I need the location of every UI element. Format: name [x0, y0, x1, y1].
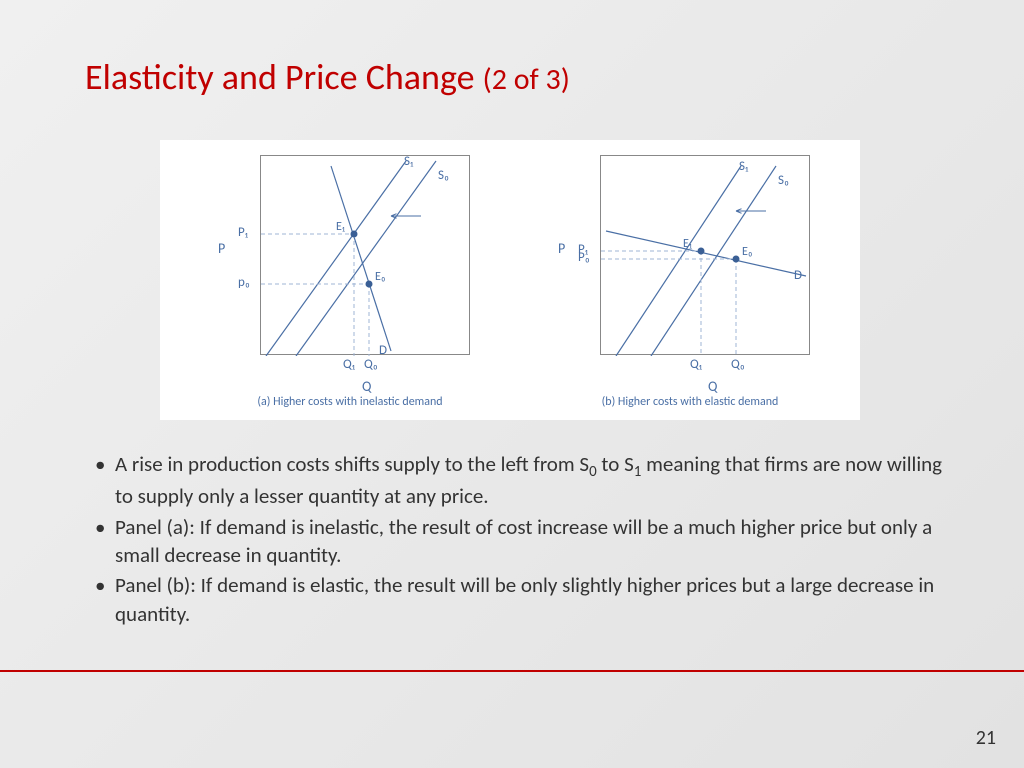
- q1-label: Q₁: [343, 357, 355, 372]
- p0-label: P₀: [578, 250, 590, 265]
- bullet-list: A rise in production costs shifts supply…: [85, 450, 945, 630]
- bullet-1: Panel (a): If demand is inelastic, the r…: [85, 513, 945, 570]
- svg-text:E₁: E₁: [683, 237, 692, 251]
- svg-text:D: D: [379, 343, 387, 356]
- bullet-0: A rise in production costs shifts supply…: [85, 450, 945, 511]
- q1-label: Q₁: [690, 357, 702, 372]
- svg-text:E₀: E₀: [742, 245, 753, 259]
- panel-a-svg: S₁ S₀ D E₁ E₀: [261, 156, 471, 356]
- svg-text:S₀: S₀: [778, 173, 789, 188]
- bullet-2: Panel (b): If demand is elastic, the res…: [85, 571, 945, 628]
- title-main: Elasticity and Price Change: [85, 55, 483, 99]
- panel-b-chart-box: S₁ S₀ D E₁ E₀: [600, 155, 810, 355]
- panel-a-q-axis: Q: [362, 378, 371, 395]
- p0-label: p₀: [238, 275, 250, 290]
- panel-a-chart-box: S₁ S₀ D E₁ E₀: [260, 155, 470, 355]
- svg-text:D: D: [794, 268, 802, 283]
- svg-text:S₁: S₁: [404, 156, 414, 169]
- svg-text:S₀: S₀: [438, 168, 449, 183]
- panel-a-caption: (a) Higher costs with inelastic demand: [200, 395, 500, 409]
- p1-label: P₁: [238, 225, 248, 240]
- panel-a-p-axis: P: [218, 240, 225, 257]
- panel-b-p-axis: P: [558, 240, 565, 257]
- bottom-rule: [0, 670, 1024, 672]
- q0-label: Q₀: [731, 357, 745, 372]
- page-number: 21: [976, 726, 996, 750]
- panel-b-svg: S₁ S₀ D E₁ E₀: [601, 156, 811, 356]
- figure-area: S₁ S₀ D E₁ E₀ P Q (a) Higher costs with inel…: [160, 140, 860, 420]
- svg-text:E₁: E₁: [336, 220, 345, 234]
- svg-text:S₁: S₁: [739, 159, 749, 174]
- slide-title: Elasticity and Price Change (2 of 3): [85, 55, 570, 99]
- panel-b-q-axis: Q: [708, 378, 717, 395]
- title-sub: (2 of 3): [483, 61, 570, 98]
- q0-label: Q₀: [364, 357, 378, 372]
- panel-b: S₁ S₀ D E₁ E₀ P Q (b) Higher costs with elas…: [540, 140, 840, 420]
- panel-a: S₁ S₀ D E₁ E₀ P Q (a) Higher costs with inel…: [200, 140, 500, 420]
- panel-b-caption: (b) Higher costs with elastic demand: [540, 395, 840, 409]
- svg-text:E₀: E₀: [375, 270, 386, 284]
